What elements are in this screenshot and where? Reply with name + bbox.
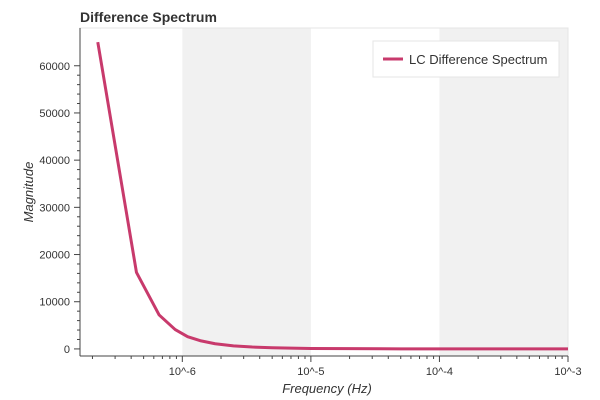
y-tick-label: 20000 bbox=[39, 250, 70, 262]
chart-title: Difference Spectrum bbox=[80, 9, 217, 25]
y-tick-label: 10000 bbox=[39, 297, 70, 309]
y-axis: 0 10000 20000 30000 40000 50000 60000 bbox=[39, 61, 80, 356]
x-tick-label: 10^-5 bbox=[297, 366, 324, 378]
x-tick-label: 10^-6 bbox=[169, 366, 196, 378]
series-group bbox=[96, 41, 569, 351]
shaded-band bbox=[439, 28, 568, 356]
legend[interactable]: LC Difference Spectrum bbox=[372, 40, 560, 78]
y-tick-label: 60000 bbox=[39, 61, 70, 73]
y-tick-label: 50000 bbox=[39, 108, 70, 120]
legend-label: LC Difference Spectrum bbox=[409, 52, 548, 67]
x-axis-label: Frequency (Hz) bbox=[282, 381, 372, 396]
x-axis: 10^-6 10^-5 10^-4 10^-3 bbox=[91, 356, 582, 378]
series-line bbox=[96, 41, 569, 351]
x-tick-label: 10^-4 bbox=[426, 366, 453, 378]
y-axis-label: Magnitude bbox=[21, 162, 36, 223]
shaded-band bbox=[182, 28, 311, 356]
y-tick-label: 40000 bbox=[39, 155, 70, 167]
x-tick-label: 10^-3 bbox=[554, 366, 581, 378]
shaded-bands bbox=[182, 28, 568, 356]
y-tick-label: 0 bbox=[64, 344, 70, 356]
legend-box bbox=[372, 40, 560, 78]
y-tick-label: 30000 bbox=[39, 202, 70, 214]
